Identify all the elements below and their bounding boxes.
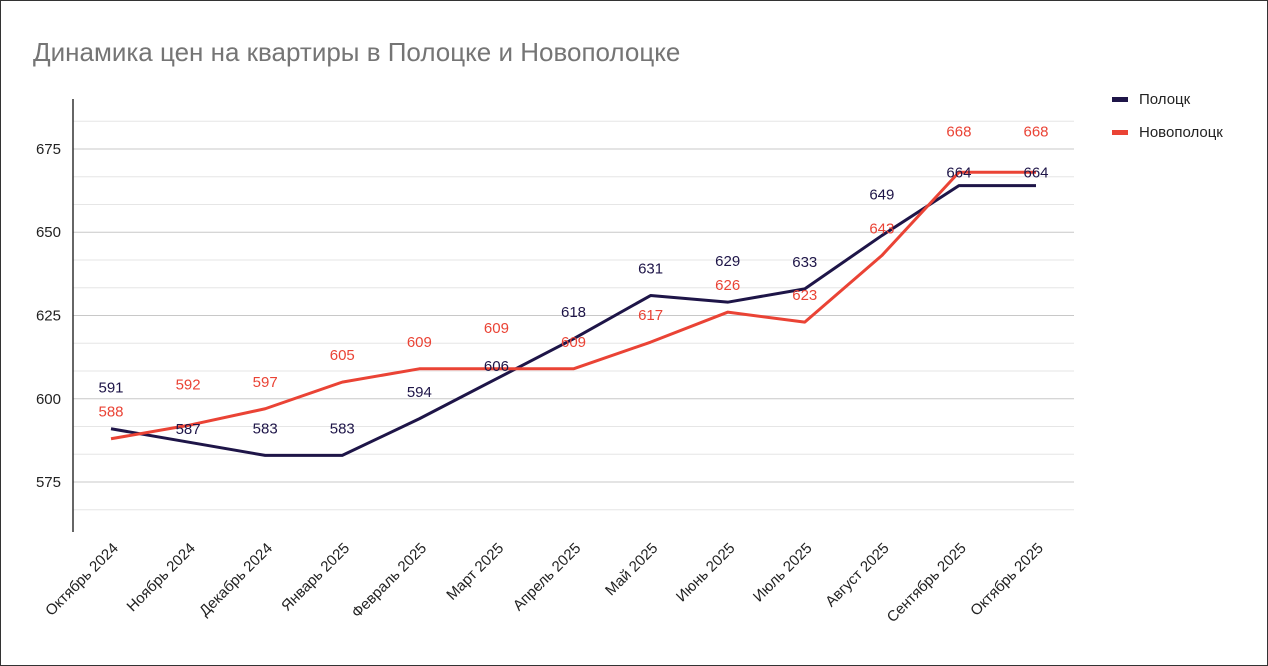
y-tick-label: 625 bbox=[36, 308, 61, 325]
data-label: 591 bbox=[98, 380, 123, 397]
y-tick-label: 650 bbox=[36, 224, 61, 241]
x-tick-label: Январь 2025 bbox=[278, 540, 353, 615]
x-tick-label: Март 2025 bbox=[443, 540, 507, 604]
x-tick-label: Февраль 2025 bbox=[348, 540, 430, 622]
data-label: 606 bbox=[484, 358, 509, 375]
data-label: 626 bbox=[715, 277, 740, 294]
data-label: 631 bbox=[638, 261, 663, 278]
legend-swatch-novopolotsk bbox=[1112, 130, 1128, 135]
data-label: 609 bbox=[484, 320, 509, 337]
y-tick-label: 675 bbox=[36, 141, 61, 158]
data-label: 617 bbox=[638, 307, 663, 324]
data-label: 594 bbox=[407, 384, 432, 401]
data-label: 583 bbox=[330, 420, 355, 437]
data-label: 664 bbox=[1023, 165, 1048, 182]
x-tick-label: Август 2025 bbox=[822, 540, 892, 610]
series-line-novopolotsk bbox=[110, 170, 1036, 441]
data-label: 629 bbox=[715, 253, 740, 270]
legend-label: Новополоцк bbox=[1139, 124, 1223, 141]
data-label: 588 bbox=[98, 404, 123, 421]
data-label: 587 bbox=[176, 421, 201, 438]
x-tick-label: Июнь 2025 bbox=[673, 540, 739, 606]
data-label: 668 bbox=[1023, 123, 1048, 140]
data-label: 664 bbox=[946, 165, 971, 182]
y-tick-label: 575 bbox=[36, 474, 61, 491]
x-tick-label: Ноябрь 2024 bbox=[124, 540, 199, 615]
x-tick-label: Сентябрь 2025 bbox=[884, 540, 970, 626]
x-tick-label: Июль 2025 bbox=[750, 540, 816, 606]
data-label: 597 bbox=[253, 374, 278, 391]
chart-title: Динамика цен на квартиры в Полоцке и Нов… bbox=[33, 37, 681, 67]
data-label: 623 bbox=[792, 287, 817, 304]
data-label: 618 bbox=[561, 304, 586, 321]
data-label: 605 bbox=[330, 347, 355, 364]
data-label: 649 bbox=[869, 187, 894, 204]
data-label: 668 bbox=[946, 123, 971, 140]
data-label: 592 bbox=[176, 376, 201, 393]
x-tick-label: Апрель 2025 bbox=[510, 540, 585, 615]
x-tick-label: Октябрь 2025 bbox=[967, 540, 1047, 620]
series-line-polotsk bbox=[110, 184, 1036, 457]
x-tick-label: Октябрь 2024 bbox=[42, 540, 122, 620]
x-tick-label: Декабрь 2024 bbox=[196, 540, 276, 620]
data-label: 583 bbox=[253, 420, 278, 437]
data-label: 609 bbox=[561, 334, 586, 351]
x-tick-label: Май 2025 bbox=[602, 540, 661, 599]
data-label: 609 bbox=[407, 334, 432, 351]
legend-label: Полоцк bbox=[1139, 91, 1191, 108]
y-tick-label: 600 bbox=[36, 391, 61, 408]
data-label: 643 bbox=[869, 221, 894, 238]
legend-swatch-polotsk bbox=[1112, 97, 1128, 102]
data-label: 633 bbox=[792, 254, 817, 271]
